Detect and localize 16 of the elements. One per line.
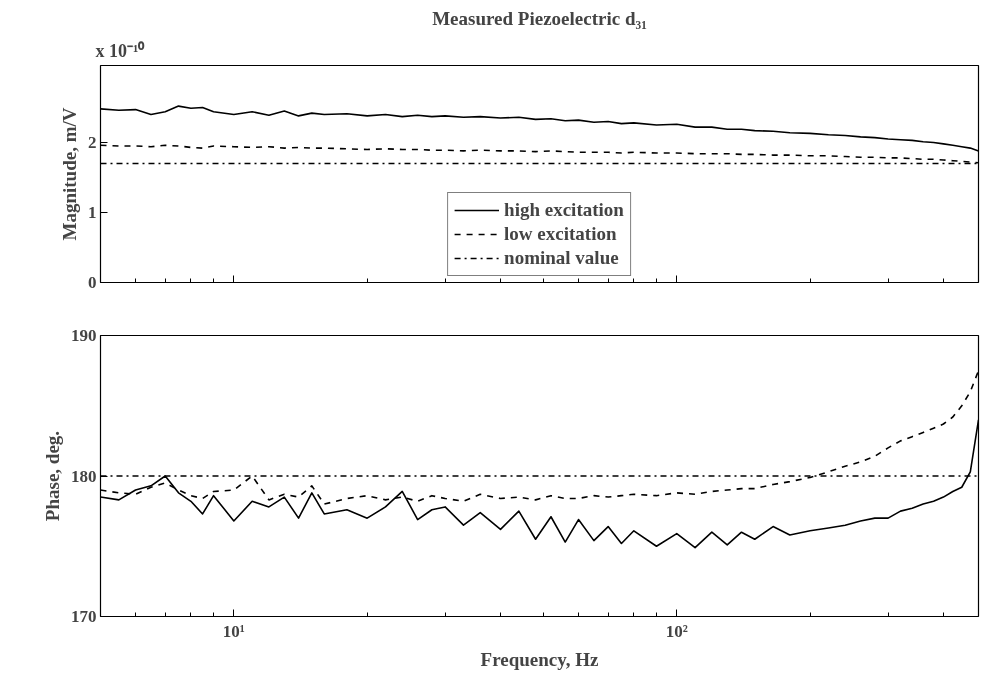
legend-label: low excitation — [504, 223, 617, 245]
text: x 10⁻¹⁰ — [95, 40, 146, 61]
x-axis-title: Frequency, Hz — [480, 648, 599, 670]
x-tick-label: 10¹ — [222, 621, 245, 641]
legend-label: high excitation — [504, 199, 624, 221]
y-tick-label: 180 — [71, 466, 97, 486]
y-tick-label: 170 — [71, 607, 97, 626]
y-axis-title: Magnitude, m/V — [59, 107, 80, 241]
y-tick-label: 1 — [88, 203, 97, 222]
y-tick-label: 0 — [88, 273, 97, 292]
y-tick-label: 2 — [88, 133, 97, 152]
legend-label: nominal value — [504, 247, 619, 269]
y-tick-label: 190 — [71, 326, 97, 345]
chart-title: Measured Piezoelectric d₃₁ — [432, 7, 647, 29]
y-axis-title: Phase, deg. — [42, 430, 63, 522]
x-tick-label: 10² — [665, 621, 688, 641]
